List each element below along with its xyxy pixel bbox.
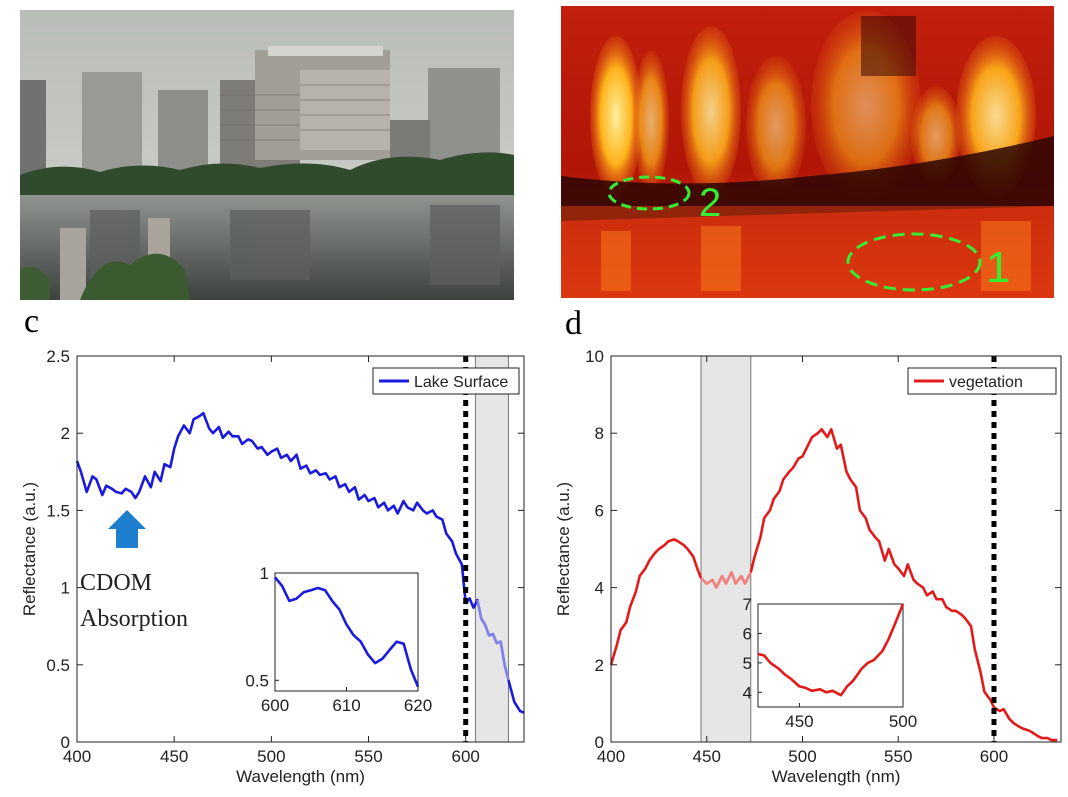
chart-lake-surface: 400 450 500 550 600 0 0.5 1 1.5 2 2.5 Wavelength (n…: [20, 347, 525, 786]
thermal-image-art: 2 1: [561, 6, 1054, 298]
lake-photo-art: [20, 10, 514, 300]
series-line-shaded-segment: [476, 599, 510, 681]
inset-y-tick-label: 7: [743, 595, 752, 614]
y-tick-label: 1: [61, 579, 70, 598]
y-axis-label: Reflectance (a.u.): [20, 482, 39, 616]
region-2-label: 2: [699, 181, 721, 225]
plot-frame: [76, 355, 525, 743]
inset-series-line: [273, 576, 420, 688]
region-1-label: 1: [986, 243, 1010, 292]
inset-y-tick-label: 6: [743, 624, 752, 643]
inset-y-tick-label: 1: [260, 564, 269, 583]
y-tick-label: 4: [595, 579, 604, 598]
x-tick-label: 500: [788, 747, 816, 766]
y-tick-label: 2: [595, 656, 604, 675]
series-line-shaded-segment: [700, 568, 752, 591]
x-axis-label: Wavelength (nm): [772, 767, 901, 786]
inset-y-tick-label: 4: [743, 683, 752, 702]
y-tick-label: 0: [61, 733, 70, 752]
inset-x-tick-label: 610: [332, 696, 360, 715]
thermal-image: 2 1: [561, 6, 1054, 298]
y-tick-label: 10: [585, 347, 604, 366]
y-tick-label: 8: [595, 424, 604, 443]
x-tick-label: 600: [980, 747, 1008, 766]
inset-y-tick-label: 5: [743, 654, 752, 673]
region-2-outline: [607, 175, 691, 211]
series-line: [609, 428, 1058, 742]
inset-x-tick-label: 600: [261, 696, 289, 715]
plot-frame: [610, 355, 1062, 743]
x-axis-label: Wavelength (nm): [236, 767, 365, 786]
x-tick-label: 450: [160, 747, 188, 766]
inset-y-tick-label: 0.5: [245, 671, 269, 690]
panel-label-c: c: [24, 303, 40, 340]
x-tick-label: 600: [452, 747, 480, 766]
cdom-label-line1: CDOM: [80, 570, 152, 596]
series-line: [75, 411, 525, 714]
chart-vegetation: 400 450 500 550 600 0 2 4 6 8 10 Wavelength (nm) Ref…: [554, 347, 1062, 786]
x-tick-label: 500: [257, 747, 285, 766]
y-axis-label: Reflectance (a.u.): [554, 482, 573, 616]
cdom-label-line2: Absorption: [80, 606, 188, 632]
legend-label: Lake Surface: [414, 374, 508, 391]
lake-photograph: [20, 10, 514, 300]
panel-label-d: d: [565, 305, 582, 342]
up-arrow-icon: [108, 510, 146, 548]
y-tick-label: 2: [61, 424, 70, 443]
y-tick-label: 2.5: [46, 347, 70, 366]
y-tick-label: 0: [595, 733, 604, 752]
inset-x-tick-label: 500: [889, 712, 917, 731]
x-tick-label: 400: [597, 747, 625, 766]
highlight-band: [474, 355, 509, 743]
inset-x-tick-label: 620: [404, 696, 432, 715]
region-1-outline: [846, 232, 982, 292]
inset-series-line: [757, 603, 905, 697]
inset-x-tick-label: 450: [785, 712, 813, 731]
x-tick-label: 550: [884, 747, 912, 766]
y-tick-label: 6: [595, 501, 604, 520]
x-tick-label: 550: [354, 747, 382, 766]
x-tick-label: 400: [63, 747, 91, 766]
y-tick-label: 0.5: [46, 656, 70, 675]
highlight-band: [700, 355, 752, 743]
cdom-annotation: CDOM Absorption: [80, 510, 188, 632]
legend-label: vegetation: [949, 374, 1023, 391]
x-tick-label: 450: [693, 747, 721, 766]
y-tick-label: 1.5: [46, 501, 70, 520]
inset-frame: [274, 572, 419, 692]
